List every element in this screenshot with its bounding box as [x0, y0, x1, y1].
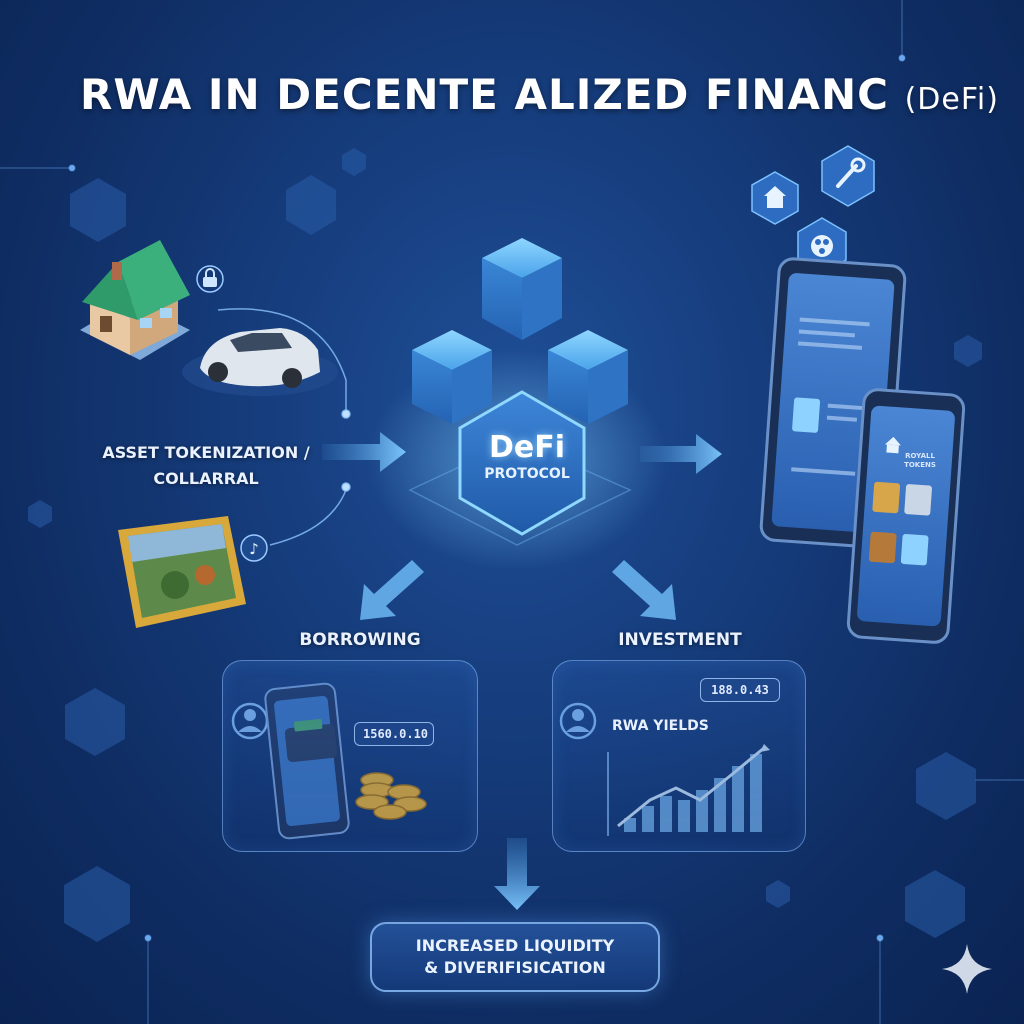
phone-front — [846, 388, 966, 644]
investor-user-icon — [559, 702, 597, 740]
car-icon — [182, 328, 338, 396]
protocol-to-apps-arrow — [640, 434, 722, 474]
diagram-title: RWA IN DECENTE ALIZED FINANC (DeFi) — [80, 70, 1010, 119]
asset-tokenization-label: ASSET TOKENIZATION / COLLARRAL — [86, 440, 326, 492]
wallet-icon — [284, 718, 338, 763]
house-token-icon — [751, 171, 799, 225]
house-icon — [80, 240, 190, 360]
to-result-arrow — [494, 838, 540, 910]
protocol-to-borrowing-arrow — [360, 560, 424, 620]
result-line1: INCREASED LIQUIDITY — [415, 936, 615, 955]
title-sub: (DeFi) — [904, 82, 999, 117]
coins-icon — [355, 772, 427, 820]
lock-icon — [196, 265, 224, 293]
investment-amount-badge: 188.0.43 — [700, 678, 780, 702]
defi-protocol-hub — [367, 238, 667, 570]
protocol-to-investment-arrow — [612, 560, 676, 620]
asset-label-line2: COLLARRAL — [153, 469, 259, 488]
borrowing-label: BORROWING — [299, 630, 421, 650]
result-line2: & DIVERIFISICATION — [424, 958, 606, 977]
defi-hub-subtitle: PROTOCOL — [484, 466, 570, 482]
borrowing-amount-badge: 1560.0.10 — [354, 722, 434, 746]
liquidity-result-box: INCREASED LIQUIDITY & DIVERIFISICATION — [370, 922, 660, 992]
phone-title-line1: ROYALL — [905, 452, 935, 460]
phone-screen-title: ROYALL TOKENS — [890, 452, 950, 470]
sparkle-icon — [942, 944, 992, 994]
music-note-icon: ♪ — [240, 534, 268, 562]
title-main: RWA IN DECENTE ALIZED FINANC — [80, 70, 889, 119]
borrowing-panel — [222, 660, 478, 852]
background-hexagons — [28, 148, 982, 942]
investment-label: INVESTMENT — [618, 630, 742, 650]
asset-label-line1: ASSET TOKENIZATION / — [102, 443, 310, 462]
defi-hub-title: DeFi — [488, 430, 566, 465]
rwa-yields-label: RWA YIELDS — [612, 718, 709, 734]
yield-growth-chart — [607, 744, 770, 836]
phone-title-line2: TOKENS — [904, 461, 936, 469]
svg-text:♪: ♪ — [249, 540, 259, 558]
tool-icon — [821, 145, 875, 207]
painting-icon — [118, 516, 246, 628]
connector-lines — [217, 308, 351, 546]
